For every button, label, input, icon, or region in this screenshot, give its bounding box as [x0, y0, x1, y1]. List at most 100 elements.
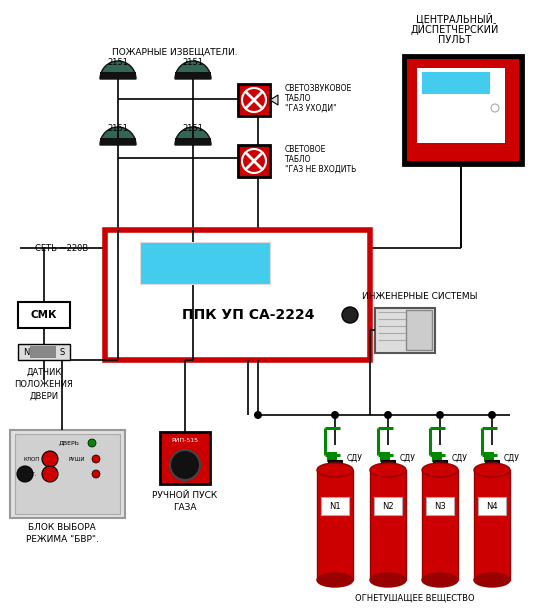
Bar — [140, 242, 270, 284]
Text: СДУ: СДУ — [504, 454, 520, 462]
Text: ПОЖАРНЫЕ ИЗВЕЩАТЕЛИ.: ПОЖАРНЫЕ ИЗВЕЩАТЕЛИ. — [112, 47, 238, 56]
Text: ЦЕНТРАЛЬНЫЙ: ЦЕНТРАЛЬНЫЙ — [416, 12, 493, 24]
Bar — [375, 308, 435, 353]
Circle shape — [92, 455, 100, 463]
Text: РЕЖИМА "БВР".: РЕЖИМА "БВР". — [26, 535, 98, 545]
Bar — [321, 497, 349, 515]
Circle shape — [342, 307, 358, 323]
Bar — [160, 432, 210, 484]
Text: 2151: 2151 — [182, 123, 203, 133]
Text: ИНЖЕНЕРНЫЕ СИСТЕМЫ: ИНЖЕНЕРНЫЕ СИСТЕМЫ — [362, 292, 478, 300]
Bar — [238, 84, 270, 116]
Text: N1: N1 — [329, 502, 341, 510]
Text: КЛОП: КЛОП — [24, 456, 40, 462]
Text: ДВЕРЬ: ДВЕРЬ — [59, 440, 80, 446]
Bar — [374, 497, 402, 515]
Bar — [428, 98, 483, 126]
Text: РУЧНОЙ ПУСК: РУЧНОЙ ПУСК — [152, 491, 218, 500]
Ellipse shape — [474, 463, 510, 477]
Text: N3: N3 — [434, 502, 446, 510]
Text: 2151: 2151 — [182, 58, 203, 66]
Text: "ГАЗ НЕ ВХОДИТЬ: "ГАЗ НЕ ВХОДИТЬ — [285, 165, 356, 174]
Bar — [100, 138, 136, 145]
Bar — [370, 470, 406, 580]
Bar — [406, 310, 432, 350]
Text: ДАТЧИК: ДАТЧИК — [26, 368, 62, 376]
Bar — [484, 452, 494, 462]
Bar — [328, 460, 342, 470]
Wedge shape — [175, 61, 211, 79]
Circle shape — [384, 411, 392, 419]
Bar — [426, 497, 454, 515]
Text: "ГАЗ УХОДИ": "ГАЗ УХОДИ" — [285, 104, 337, 112]
Bar — [417, 68, 505, 143]
Text: 2151: 2151 — [108, 58, 129, 66]
Circle shape — [92, 470, 100, 478]
Text: ГАЗА: ГАЗА — [173, 502, 197, 511]
Text: СДУ: СДУ — [400, 454, 416, 462]
Text: АВТ.: АВТ. — [25, 472, 37, 476]
Bar — [403, 55, 523, 165]
Text: СВЕТОВОЕ: СВЕТОВОЕ — [285, 144, 327, 154]
Text: БЛОК ВЫБОРА: БЛОК ВЫБОРА — [28, 524, 96, 532]
Text: РУШИ: РУШИ — [68, 456, 84, 462]
Bar — [100, 72, 136, 79]
Text: ДИСПЕТЧЕРСКИЙ: ДИСПЕТЧЕРСКИЙ — [411, 23, 499, 35]
Text: СДУ: СДУ — [347, 454, 363, 462]
Bar — [317, 470, 353, 580]
Circle shape — [42, 466, 58, 482]
Text: ТАБЛО: ТАБЛО — [285, 93, 312, 103]
Ellipse shape — [474, 573, 510, 587]
Ellipse shape — [370, 573, 406, 587]
Circle shape — [488, 411, 496, 419]
Circle shape — [491, 104, 499, 112]
Text: РИП-515: РИП-515 — [172, 438, 199, 443]
Circle shape — [436, 411, 444, 419]
Circle shape — [242, 88, 266, 112]
Circle shape — [170, 450, 200, 480]
Bar — [407, 59, 519, 161]
Bar — [105, 230, 370, 360]
Wedge shape — [100, 127, 136, 145]
Text: СВЕТОЗВУКОВОЕ: СВЕТОЗВУКОВОЕ — [285, 84, 352, 93]
Ellipse shape — [422, 573, 458, 587]
Text: N: N — [23, 348, 29, 357]
Bar — [380, 452, 390, 462]
Circle shape — [242, 149, 266, 173]
Text: СМК: СМК — [31, 310, 57, 320]
Circle shape — [42, 451, 58, 467]
Text: ОГНЕТУШАЩЕЕ ВЕЩЕСТВО: ОГНЕТУШАЩЕЕ ВЕЩЕСТВО — [355, 594, 475, 602]
Text: СЕТЬ ~220В: СЕТЬ ~220В — [35, 244, 88, 252]
Text: ППК УП СА-2224: ППК УП СА-2224 — [182, 308, 314, 322]
Bar — [18, 302, 70, 328]
Bar — [432, 452, 442, 462]
Text: N4: N4 — [486, 502, 498, 510]
Bar — [485, 460, 499, 470]
Bar — [238, 145, 270, 177]
Bar — [381, 460, 395, 470]
Circle shape — [88, 439, 96, 447]
Circle shape — [254, 411, 262, 419]
Text: 2151: 2151 — [108, 123, 129, 133]
Text: ДВЕРИ: ДВЕРИ — [30, 392, 59, 400]
Text: СДУ: СДУ — [452, 454, 468, 462]
Circle shape — [17, 466, 33, 482]
Bar — [422, 72, 490, 94]
Bar — [175, 138, 211, 145]
Text: ПУЛЬТ: ПУЛЬТ — [438, 35, 472, 45]
Bar — [30, 346, 56, 358]
Bar — [175, 72, 211, 79]
Wedge shape — [175, 127, 211, 145]
Bar — [10, 430, 125, 518]
Bar — [478, 497, 506, 515]
Text: ТАБЛО: ТАБЛО — [285, 155, 312, 163]
Text: S: S — [59, 348, 65, 357]
Bar — [15, 434, 120, 514]
Ellipse shape — [370, 463, 406, 477]
Ellipse shape — [317, 573, 353, 587]
Wedge shape — [100, 61, 136, 79]
Circle shape — [331, 411, 339, 419]
Text: ПОЛОЖЕНИЯ: ПОЛОЖЕНИЯ — [15, 379, 74, 389]
Bar — [327, 452, 337, 462]
Ellipse shape — [317, 463, 353, 477]
